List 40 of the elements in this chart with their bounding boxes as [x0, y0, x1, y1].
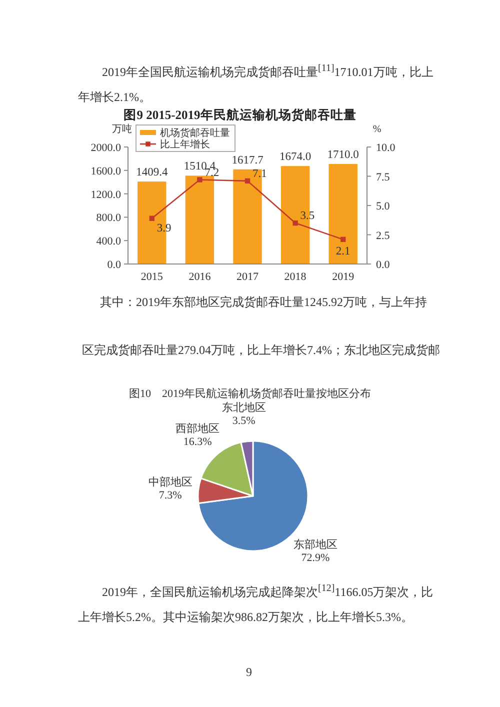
- annotation: 2019年，全国民航运输机场完成起降架次$^{[12]}$1166.05万架次，比上年增长5.2%。其中运输架次986.82万架次，比上年增长5.3%。: [78, 582, 434, 626]
- annotation: 其中：2019年东部地区完成货邮吞吐量1245.92万吨，与上年持: [100, 294, 427, 311]
- data-label: 3.5%: [232, 415, 256, 427]
- y2-tick-label: 2.5: [376, 230, 390, 242]
- data-label: 中部地区: [148, 476, 192, 488]
- data-label: 东北地区: [222, 402, 266, 414]
- x-tick-label: 2015: [140, 271, 163, 283]
- annotation: 9: [246, 664, 252, 681]
- y2-tick-label: 5.0: [376, 200, 390, 212]
- title: 图10 2019年民航运输机场货邮吞吐量按地区分布: [129, 388, 371, 400]
- data-label: 1409.4: [136, 166, 168, 179]
- x-tick-label: 2017: [236, 271, 258, 283]
- data-label: 东部地区: [293, 539, 338, 552]
- y-tick-label: 1200.0: [90, 188, 121, 201]
- title: 图9 2015-2019年民航运输机场货邮吞吐量: [124, 108, 356, 122]
- legend-label: 比上年增长: [160, 140, 210, 150]
- x-tick-label: 2018: [284, 271, 306, 283]
- data-label: 72.9%: [301, 552, 330, 564]
- data-label: 1710.0: [327, 148, 359, 161]
- x-tick-label: 2016: [188, 271, 211, 283]
- data-label: 西部地区: [176, 422, 220, 435]
- data-label: 16.3%: [183, 436, 212, 448]
- y2label: %: [372, 124, 382, 135]
- y-tick-label: 400.0: [96, 236, 121, 248]
- data-label: 1617.7: [232, 154, 264, 166]
- data-label: 2.1: [336, 245, 350, 258]
- data-label: 7.3%: [158, 489, 182, 502]
- y2-tick-label: 0.0: [376, 259, 390, 271]
- annotation: 2019年全国民航运输机场完成货邮吞吐量$^{[11]}$1710.01万吨，比上年增长2.1%。: [78, 62, 434, 106]
- y2-tick-label: 10.0: [376, 142, 396, 154]
- y2-tick-label: 7.5: [376, 171, 390, 184]
- y-tick-label: 2000.0: [90, 142, 121, 154]
- x-tick-label: 2019: [332, 271, 354, 283]
- annotation: 区完成货邮吞吐量279.04万吨，比上年增长7.4%；东北地区完成货邮: [82, 342, 440, 359]
- y-tick-label: 1600.0: [90, 165, 121, 178]
- y-tick-label: 800.0: [96, 212, 121, 224]
- legend-label: 机场货邮吞吐量: [160, 128, 230, 139]
- y-tick-label: 0.0: [107, 259, 121, 271]
- data-label: 1674.0: [279, 151, 312, 164]
- ylabel: 万吨: [112, 124, 132, 135]
